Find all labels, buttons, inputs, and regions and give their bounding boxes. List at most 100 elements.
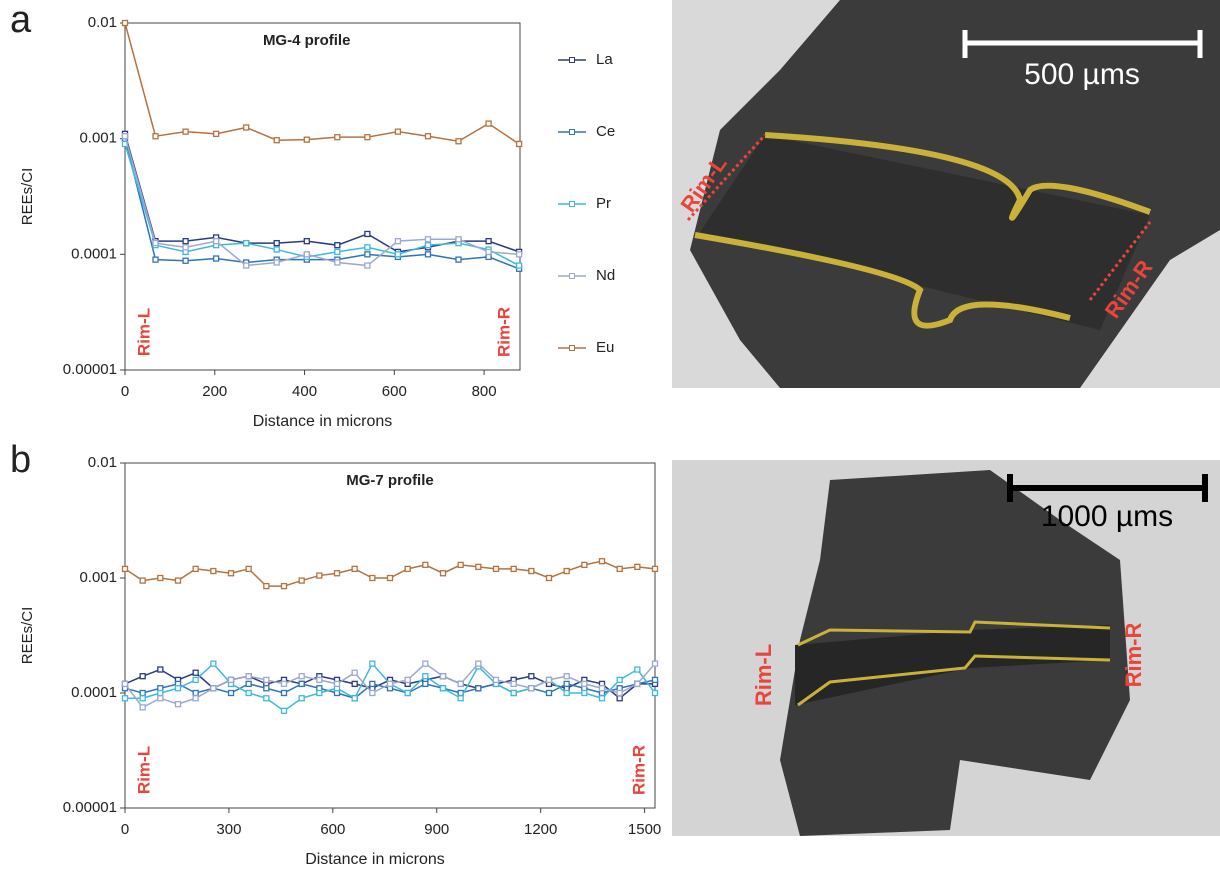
- data-point: [600, 559, 605, 564]
- data-point: [229, 677, 234, 682]
- data-point: [365, 263, 370, 268]
- data-point: [425, 243, 430, 248]
- data-point: [282, 681, 287, 686]
- data-point: [335, 260, 340, 265]
- legend-swatch: [570, 346, 575, 351]
- data-point: [635, 564, 640, 569]
- data-point: [183, 245, 188, 250]
- legend-swatch: [570, 130, 575, 135]
- data-point: [335, 249, 340, 254]
- data-point: [395, 252, 400, 257]
- data-point: [370, 691, 375, 696]
- data-point: [183, 239, 188, 244]
- data-point: [564, 691, 569, 696]
- data-point: [246, 566, 251, 571]
- data-point: [388, 681, 393, 686]
- data-point: [423, 661, 428, 666]
- y-tick-label: 0.00001: [63, 361, 117, 378]
- annotation: Rim-R: [494, 307, 513, 357]
- data-point: [214, 256, 219, 261]
- data-point: [653, 691, 658, 696]
- legend-label: Nd: [596, 267, 615, 284]
- data-point: [123, 134, 128, 139]
- data-point: [425, 252, 430, 257]
- data-point: [299, 674, 304, 679]
- data-point: [158, 576, 163, 581]
- data-point: [365, 245, 370, 250]
- data-point: [582, 681, 587, 686]
- data-point: [547, 677, 552, 682]
- data-point: [214, 239, 219, 244]
- data-point: [564, 674, 569, 679]
- data-point: [335, 571, 340, 576]
- data-point: [140, 696, 145, 701]
- data-point: [153, 257, 158, 262]
- data-point: [214, 131, 219, 136]
- data-point: [370, 681, 375, 686]
- data-point: [274, 241, 279, 246]
- data-point: [441, 674, 446, 679]
- data-point: [211, 661, 216, 666]
- data-point: [456, 237, 461, 242]
- data-point: [299, 696, 304, 701]
- x-axis-title: Distance in microns: [305, 851, 445, 868]
- data-point: [211, 569, 216, 574]
- data-point: [635, 681, 640, 686]
- x-tick-label: 0: [121, 383, 129, 400]
- data-point: [564, 681, 569, 686]
- data-point: [153, 241, 158, 246]
- x-tick-label: 1200: [524, 821, 557, 838]
- data-point: [352, 670, 357, 675]
- data-point: [547, 576, 552, 581]
- data-point: [529, 686, 534, 691]
- micrograph-b: 1000 µms Rim-L Rim-R: [672, 460, 1220, 836]
- annotation: Rim-L: [134, 308, 153, 356]
- data-point: [456, 139, 461, 144]
- data-point: [582, 562, 587, 567]
- data-point: [653, 677, 658, 682]
- y-tick-label: 0.0001: [71, 684, 117, 701]
- legend-label: La: [596, 51, 613, 68]
- x-tick-label: 0: [121, 821, 129, 838]
- data-point: [600, 696, 605, 701]
- data-point: [264, 584, 269, 589]
- x-tick-label: 800: [472, 383, 497, 400]
- data-point: [158, 696, 163, 701]
- data-point: [476, 564, 481, 569]
- panel-label: b: [10, 439, 31, 481]
- legend-swatch: [570, 202, 575, 207]
- data-point: [365, 231, 370, 236]
- data-point: [441, 571, 446, 576]
- data-point: [123, 681, 128, 686]
- legend-swatch: [570, 274, 575, 279]
- data-point: [244, 241, 249, 246]
- y-tick-label: 0.0001: [71, 245, 117, 262]
- data-point: [486, 249, 491, 254]
- data-point: [423, 674, 428, 679]
- data-point: [370, 661, 375, 666]
- data-point: [140, 578, 145, 583]
- annotation: Rim-R: [629, 745, 648, 795]
- data-point: [282, 691, 287, 696]
- data-point: [511, 691, 516, 696]
- data-point: [653, 661, 658, 666]
- x-tick-label: 600: [382, 383, 407, 400]
- data-point: [405, 691, 410, 696]
- data-point: [335, 135, 340, 140]
- data-point: [486, 239, 491, 244]
- data-point: [183, 129, 188, 134]
- data-point: [299, 681, 304, 686]
- annotation: Rim-L: [134, 746, 153, 794]
- y-tick-label: 0.01: [88, 454, 117, 471]
- data-point: [246, 681, 251, 686]
- data-point: [458, 562, 463, 567]
- data-point: [140, 691, 145, 696]
- data-point: [304, 239, 309, 244]
- data-point: [176, 578, 181, 583]
- rim-label: Rim-R: [1121, 623, 1146, 688]
- legend-label: Eu: [596, 339, 614, 356]
- y-tick-label: 0.00001: [63, 799, 117, 816]
- data-point: [246, 674, 251, 679]
- data-point: [304, 137, 309, 142]
- data-point: [140, 674, 145, 679]
